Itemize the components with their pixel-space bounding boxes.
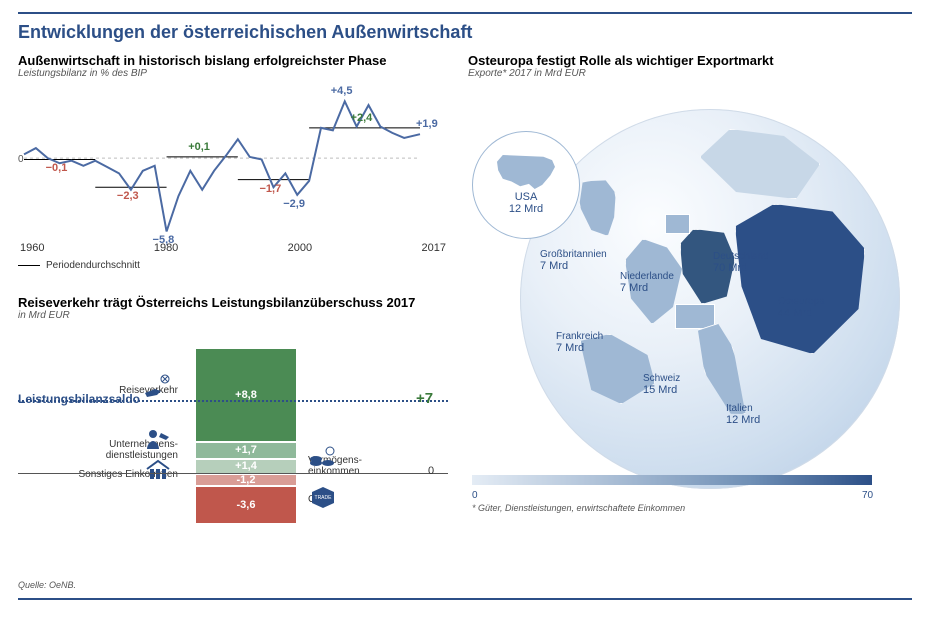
land-nl <box>665 214 690 234</box>
usa-shape-icon <box>497 155 555 189</box>
line-chart-legend: Periodendurchschnitt <box>18 260 448 271</box>
scale-min: 0 <box>472 490 478 501</box>
map-panel-subtitle: Exporte* 2017 in Mrd EUR <box>468 68 908 79</box>
scale-max: 70 <box>862 490 873 501</box>
country-schweiz: Schweiz15 Mrd <box>643 373 680 396</box>
page-title: Entwicklungen der österreichischen Außen… <box>18 22 912 43</box>
usa-inset: USA 12 Mrd <box>472 131 580 239</box>
stack-panel: Reiseverkehr trägt Österreichs Leistungs… <box>18 295 448 574</box>
lbs-label: Leistungsbilanzsaldo <box>18 392 140 406</box>
legend-dash-icon <box>18 265 40 266</box>
line-chart-xlabels: 1960198020002017 <box>18 242 448 254</box>
line-panel-subtitle: Leistungsbilanz in % des BIP <box>18 68 448 79</box>
line-annot: +0,1 <box>188 141 210 153</box>
map-footnote: * Güter, Dienstleistungen, erwirtschafte… <box>472 503 685 513</box>
color-scalebar <box>472 475 872 485</box>
line-panel: Außenwirtschaft in historisch bislang er… <box>18 53 448 271</box>
seg-unter: +1,7 <box>196 441 296 459</box>
line-annot: +4,5 <box>331 85 353 97</box>
globe-sphere <box>520 109 900 489</box>
map-panel-title: Osteuropa festigt Rolle als wichtiger Ex… <box>468 53 908 68</box>
unter-icon <box>143 427 171 458</box>
seg-reise: +8,8 <box>196 349 296 441</box>
country-italien: Italien12 Mrd <box>726 403 760 426</box>
line-annot: −2,3 <box>117 190 139 202</box>
reise-icon <box>143 373 173 402</box>
usa-label: USA 12 Mrd <box>509 191 543 215</box>
source-note: Quelle: OeNB. <box>18 580 912 590</box>
bottom-rule <box>18 598 912 600</box>
line-xlabel: 2017 <box>421 242 445 254</box>
line-xlabel: 2000 <box>288 242 312 254</box>
guet-icon: TRADE <box>308 482 338 513</box>
land-scand <box>700 129 820 199</box>
line-chart: 0−0,1−2,3+0,1−1,7+2,4−5,8−2,9+4,5+1,9 <box>18 85 448 240</box>
line-annot: −0,1 <box>46 162 68 174</box>
zero-line <box>18 473 448 474</box>
seg-verm: +1,4 <box>196 458 296 473</box>
line-annot: −5,8 <box>153 234 175 246</box>
stacked-bar: +8,8+1,7+1,4-1,2-3,6 <box>196 349 296 523</box>
land-osteuropa <box>735 204 865 354</box>
lbs-value: +7 <box>416 390 433 407</box>
line-annot: −1,7 <box>259 183 281 195</box>
line-xlabel: 1960 <box>20 242 44 254</box>
country-deutschland: Deutschland70 Mrd <box>713 251 769 274</box>
land-uk <box>575 176 622 240</box>
legend-text: Periodendurchschnitt <box>46 260 140 271</box>
svg-text:0: 0 <box>18 154 24 165</box>
land-ch <box>675 304 715 329</box>
line-panel-title: Außenwirtschaft in historisch bislang er… <box>18 53 448 68</box>
line-annot: +1,9 <box>416 118 438 130</box>
country-frankreich: Frankreich7 Mrd <box>556 331 603 354</box>
top-rule <box>18 12 912 14</box>
stack-chart: ReiseverkehrUnternehmens-dienstleistunge… <box>18 329 448 574</box>
seg-guet: -3,6 <box>196 485 296 522</box>
stack-panel-title: Reiseverkehr trägt Österreichs Leistungs… <box>18 295 448 310</box>
svg-text:TRADE: TRADE <box>315 495 333 501</box>
country-niederlande: Niederlande7 Mrd <box>620 271 674 294</box>
country-großbritannien: Großbritannien7 Mrd <box>540 249 607 272</box>
stack-panel-subtitle: in Mrd EUR <box>18 310 448 321</box>
verm-icon <box>308 443 338 474</box>
zero-label: 0 <box>428 465 434 477</box>
seg-sonst: -1,2 <box>196 473 296 485</box>
line-annot: −2,9 <box>283 198 305 210</box>
country-osteuropa: Osteuropa44 Mrd <box>778 296 825 319</box>
globe-map: USA 12 Mrd 0 70 * Güter, Dienstleistunge… <box>468 91 908 511</box>
line-annot: +2,4 <box>351 112 373 124</box>
